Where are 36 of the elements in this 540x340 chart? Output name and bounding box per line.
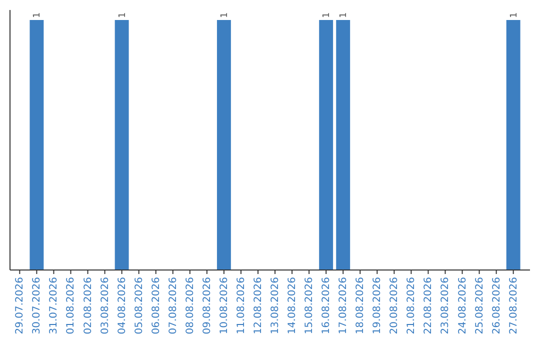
data-label: 1 — [509, 12, 520, 18]
x-tick-label: 04.08.2026 — [116, 277, 128, 334]
x-tick-label: 02.08.2026 — [82, 277, 94, 334]
x-tick-label: 08.08.2026 — [184, 277, 196, 334]
data-label: 1 — [32, 12, 43, 18]
x-tick-label: 19.08.2026 — [372, 277, 384, 334]
x-tick-label: 31.07.2026 — [48, 277, 60, 334]
x-tick-label: 07.08.2026 — [168, 277, 179, 334]
x-tick-label: 09.08.2026 — [202, 277, 213, 334]
x-tick-label: 16.08.2026 — [321, 277, 332, 334]
x-tick-label: 05.08.2026 — [134, 277, 145, 334]
x-tick-label: 06.08.2026 — [150, 277, 162, 334]
x-tick-label: 10.08.2026 — [218, 277, 230, 334]
x-tick-label: 03.08.2026 — [100, 277, 111, 334]
x-tick-label: 26.08.2026 — [491, 277, 502, 334]
x-tick-label: 30.07.2026 — [32, 277, 43, 334]
x-tick-label: 29.07.2026 — [14, 277, 26, 334]
data-label: 1 — [118, 12, 128, 18]
x-tick-label: 18.08.2026 — [355, 277, 366, 334]
x-tick-label: 15.08.2026 — [304, 277, 316, 334]
x-tick-label: 20.08.2026 — [389, 277, 400, 334]
x-tick-label: 22.08.2026 — [423, 277, 434, 334]
x-tick-label: 17.08.2026 — [338, 277, 350, 334]
x-tick-label: 14.08.2026 — [287, 277, 298, 334]
data-label: 1 — [339, 12, 350, 18]
x-tick-label: 23.08.2026 — [440, 277, 452, 334]
data-label: 1 — [322, 12, 332, 18]
x-tick-label: 27.08.2026 — [508, 277, 520, 334]
x-tick-label: 25.08.2026 — [474, 277, 486, 334]
x-tick-label: 24.08.2026 — [457, 277, 468, 334]
x-tick-label: 12.08.2026 — [252, 277, 264, 334]
x-tick-label: 01.08.2026 — [66, 277, 77, 334]
x-tick-label: 21.08.2026 — [406, 277, 418, 334]
data-label: 1 — [220, 12, 230, 18]
x-tick-label: 11.08.2026 — [236, 277, 247, 334]
x-tick-label: 13.08.2026 — [270, 277, 282, 334]
